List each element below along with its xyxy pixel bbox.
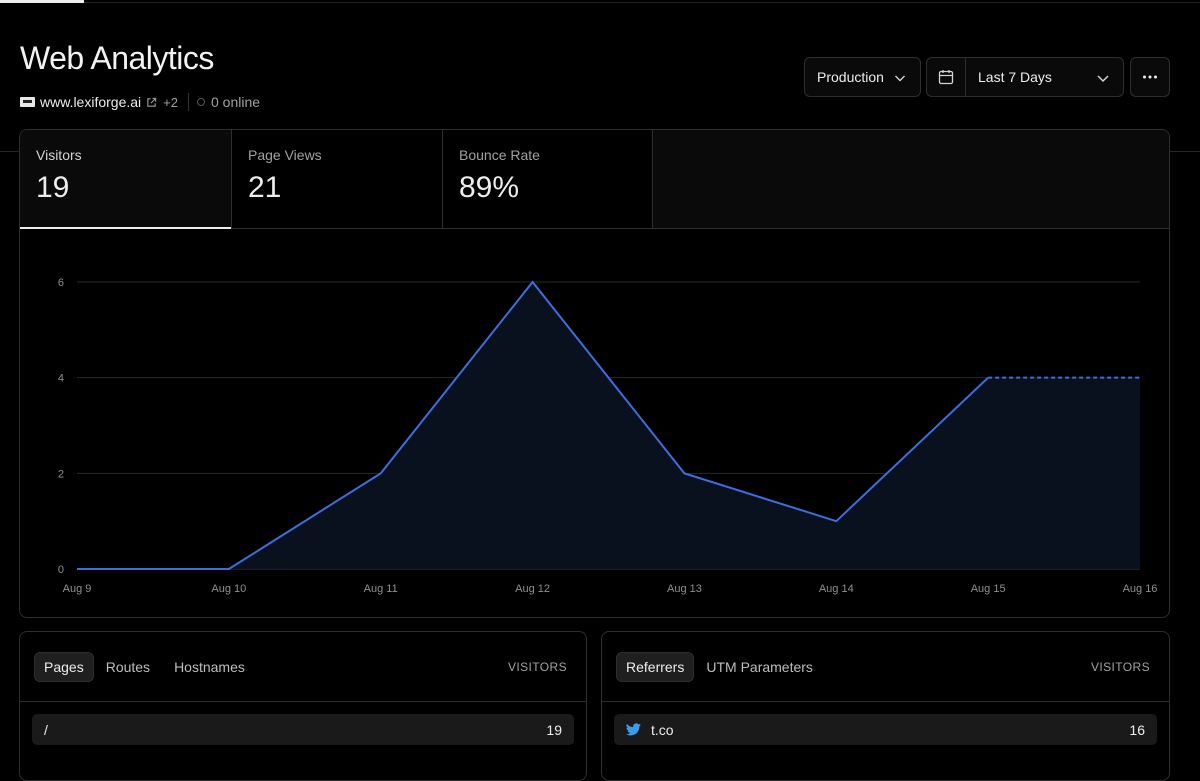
tab-visitors[interactable]: Visitors 19 [20, 130, 232, 229]
site-row: www.lexiforge.ai +2 0 online [20, 92, 260, 112]
stat-label: Page Views [248, 147, 322, 163]
tab-pages[interactable]: Pages [34, 651, 94, 682]
visitors-column-header: VISITORS [1091, 660, 1150, 674]
table-row[interactable]: / 19 [32, 714, 574, 745]
stat-value: 89% [459, 171, 520, 204]
top-nav-bar [0, 0, 1200, 3]
pages-card: Pages Routes Hostnames VISITORS / 19 [19, 631, 587, 781]
online-count: 0 online [210, 94, 261, 110]
row-value: 16 [1129, 721, 1145, 738]
analytics-panel: Visitors 19 Page Views 21 Bounce Rate 89… [19, 129, 1170, 618]
site-favicon-icon [20, 97, 35, 107]
twitter-icon [626, 723, 641, 736]
visitors-column-header: VISITORS [508, 660, 567, 674]
more-options-button[interactable] [1130, 57, 1170, 97]
series-line [77, 280, 989, 570]
x-tick-label: Aug 13 [667, 583, 702, 595]
visitors-chart[interactable]: 0 2 4 6 Aug 9 Aug 10 Aug 11 Aug 12 Aug 13 Aug 14 A… [20, 230, 1169, 618]
top-nav-active-indicator [0, 0, 84, 3]
tab-page-views[interactable]: Page Views 21 [232, 130, 443, 228]
x-tick-label: Aug 10 [211, 583, 246, 595]
more-horizontal-icon [1143, 75, 1157, 79]
chevron-down-icon [1097, 75, 1109, 83]
y-tick-label: 2 [58, 468, 64, 480]
active-tab-indicator [20, 227, 231, 229]
y-tick-label: 4 [58, 373, 64, 385]
chevron-down-icon [895, 75, 905, 82]
date-range-label: Last 7 Days [978, 69, 1052, 85]
table-row[interactable]: t.co 16 [614, 714, 1157, 745]
y-tick-label: 0 [58, 564, 64, 576]
divider [187, 93, 189, 111]
stat-value: 21 [248, 171, 282, 204]
external-link-icon[interactable] [146, 97, 157, 108]
tab-utm-parameters[interactable]: UTM Parameters [706, 658, 813, 675]
pages-card-header: Pages Routes Hostnames VISITORS [20, 632, 586, 702]
tab-referrers[interactable]: Referrers [616, 651, 695, 682]
environment-label: Production [817, 69, 884, 85]
x-tick-label: Aug 9 [63, 583, 92, 595]
x-tick-label: Aug 11 [364, 583, 398, 595]
stat-label: Bounce Rate [459, 147, 540, 163]
page-title: Web Analytics [20, 40, 214, 76]
online-status-icon [196, 98, 205, 106]
y-tick-label: 6 [58, 277, 64, 289]
row-label: t.co [651, 721, 674, 738]
tab-hostnames[interactable]: Hostnames [174, 658, 245, 675]
x-tick-label: Aug 14 [819, 583, 854, 595]
referrers-card: Referrers UTM Parameters VISITORS t.co 1… [601, 631, 1170, 781]
stat-label: Visitors [36, 147, 82, 163]
date-range-select[interactable]: Last 7 Days [926, 57, 1124, 97]
x-tick-label: Aug 16 [1123, 583, 1158, 595]
x-tick-label: Aug 15 [971, 583, 1006, 595]
calendar-button[interactable] [927, 58, 966, 96]
metric-tabs: Visitors 19 Page Views 21 Bounce Rate 89… [20, 130, 1169, 229]
calendar-icon [938, 70, 954, 85]
row-label: / [44, 721, 48, 738]
x-tick-label: Aug 12 [515, 583, 550, 595]
site-domain-link[interactable]: www.lexiforge.ai [40, 94, 142, 110]
row-value: 19 [546, 721, 562, 738]
extra-sites-count[interactable]: +2 [163, 94, 178, 110]
area-fill [77, 282, 1140, 569]
referrers-card-header: Referrers UTM Parameters VISITORS [602, 632, 1169, 702]
stat-value: 19 [36, 171, 70, 204]
tab-bounce-rate[interactable]: Bounce Rate 89% [443, 130, 653, 228]
environment-select[interactable]: Production [804, 57, 921, 97]
tab-routes[interactable]: Routes [105, 658, 151, 675]
